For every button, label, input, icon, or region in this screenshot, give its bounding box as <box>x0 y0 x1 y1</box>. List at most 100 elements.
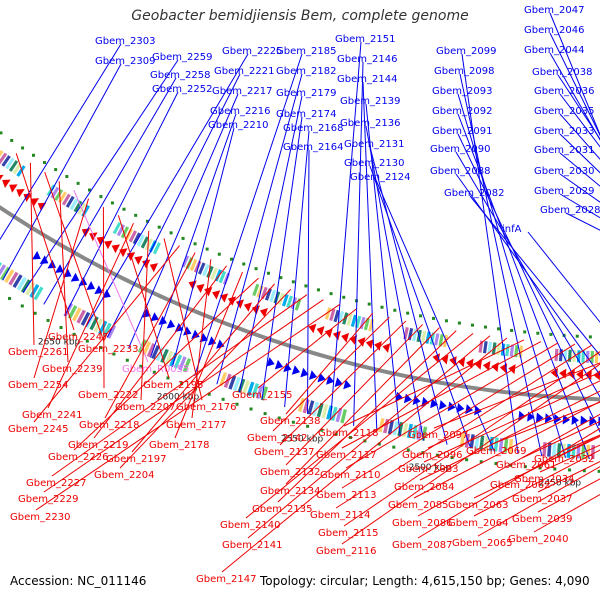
reverse-feature-track-segment <box>5 157 15 170</box>
forward-gene-label: Gbem_2179 <box>276 88 336 99</box>
reverse-strand-track-arrow <box>16 189 25 198</box>
forward-gene-label: Gbem_2082 <box>444 188 504 199</box>
forward-feature-track-segment <box>155 346 165 362</box>
reverse-feature-track-segment <box>210 267 218 280</box>
reverse-strand-track-arrow <box>259 308 268 318</box>
reverse-gene-labels: Gbem_2247 Gbem_2261 Gbem_2233 Gbem_2239 Gbem… <box>8 153 600 585</box>
outer-tick-track-dot <box>263 412 267 416</box>
outer-tick-track-dot <box>582 469 586 473</box>
outer-tick-track-dot <box>334 432 338 436</box>
forward-gene-label: Gbem_2130 <box>344 158 404 169</box>
reverse-feature-track-segment <box>0 150 4 157</box>
forward-feature-track-segment <box>0 262 3 267</box>
reverse-gene-label: Gbem_2239 <box>42 364 102 375</box>
reverse-gene-label: Gbem_2204 <box>94 470 154 481</box>
forward-feature-track-segment <box>76 309 86 324</box>
forward-gene-label: Gbem_2098 <box>434 66 494 77</box>
forward-leader-line <box>128 93 239 348</box>
reverse-gene-label: Gbem_2097 <box>408 430 468 441</box>
reverse-gene-label: Gbem_2207 <box>115 402 175 413</box>
inner-tick-track-dot <box>99 195 103 199</box>
reverse-strand-track-arrow <box>111 244 121 254</box>
reverse-leader-line <box>491 401 600 445</box>
outer-tick-track-dot <box>8 296 12 300</box>
reverse-feature-track-segment <box>120 226 130 239</box>
reverse-leader-line <box>423 380 600 463</box>
forward-leader-line <box>557 74 600 140</box>
forward-feature-track-segment <box>508 438 514 454</box>
forward-gene-label: Gbem_2151 <box>335 34 395 45</box>
forward-strand-track-arrow <box>70 272 80 282</box>
forward-feature-track-segment <box>4 269 15 283</box>
forward-leader-line <box>461 53 519 454</box>
reverse-leader-line <box>537 460 600 493</box>
reverse-feature-track-segment <box>337 311 345 324</box>
reverse-leader-line <box>539 444 600 473</box>
forward-gene-label: Gbem_2210 <box>208 120 268 131</box>
reverse-leader-line <box>245 332 474 519</box>
reverse-feature-track <box>0 150 599 364</box>
forward-gene-label: Gbem_2044 <box>524 45 584 56</box>
inner-tick-track-dot <box>279 276 283 280</box>
reverse-gene-label: Gbem_2219 <box>68 440 128 451</box>
outer-tick-track-dot <box>249 407 253 411</box>
reverse-strand-track-arrow <box>134 255 143 265</box>
reverse-feature-track-segment <box>412 328 418 342</box>
forward-gene-label: Gbem_2047 <box>524 5 584 16</box>
topology-label: Topology: circular; Length: 4,615,150 bp… <box>260 574 590 588</box>
forward-strand-track-arrow <box>343 379 352 390</box>
outer-tick-track-dot <box>85 339 89 343</box>
reverse-leader-line <box>221 337 508 573</box>
reverse-gene-label: Gbem_2137 <box>254 447 314 458</box>
forward-feature-track-segment <box>151 344 160 360</box>
outer-tick-track-dot <box>377 442 381 446</box>
reverse-feature-track-segment <box>407 327 414 341</box>
forward-feature-track-segment <box>340 409 348 424</box>
reverse-feature-track-segment <box>206 265 214 279</box>
forward-feature-track-segment <box>29 284 40 298</box>
reverse-feature-track-segment <box>189 258 198 272</box>
forward-gene-label: Gbem_2092 <box>432 106 492 117</box>
inner-tick-track-dot <box>393 308 397 312</box>
forward-gene-label: Gbem_2168 <box>283 123 343 134</box>
inner-tick-track <box>0 131 592 339</box>
forward-feature-track-segment <box>383 418 390 434</box>
reverse-feature-track-segment <box>342 312 349 325</box>
inner-tick-track-dot <box>329 292 333 296</box>
map-title: Geobacter bemidjiensis Bem, complete gen… <box>131 8 469 24</box>
forward-strand-track-arrow <box>55 264 64 273</box>
reverse-gene-label: Gbem_2230 <box>10 512 70 523</box>
forward-feature-track-segment <box>173 354 183 369</box>
forward-leader-line <box>0 43 122 241</box>
forward-strand-track-arrow <box>291 365 301 375</box>
reverse-gene-label: Gbem_2138 <box>260 416 320 427</box>
reverse-leader-line <box>417 427 600 539</box>
forward-gene-label: Gbem_2093 <box>432 86 492 97</box>
forward-feature-track-segment <box>67 305 78 320</box>
reverse-feature-track-segment <box>16 165 26 177</box>
reverse-gene-label: Gbem_2034 <box>514 474 574 485</box>
outer-tick-track-dot <box>207 392 211 396</box>
forward-feature-track-segment <box>551 442 557 458</box>
forward-strand-track <box>32 250 600 427</box>
forward-leader-line <box>559 133 600 174</box>
reverse-gene-label: Gbem_2132 <box>260 467 320 478</box>
reverse-leader-line <box>473 449 600 517</box>
reverse-feature-track-segment <box>218 270 227 284</box>
reverse-feature-track-segment <box>505 343 510 357</box>
outer-tick-track-dot <box>553 467 557 471</box>
forward-feature-track-segment <box>316 402 324 418</box>
forward-gene-label: Gbem_2144 <box>337 74 397 85</box>
forward-feature-track-segment <box>493 437 499 452</box>
reverse-strand-track-arrow <box>235 299 245 309</box>
forward-feature-track-segment <box>164 350 174 365</box>
inner-tick-track-dot <box>406 311 410 315</box>
forward-gene-label: Gbem_2252 <box>152 84 212 95</box>
reverse-feature-track-segment <box>144 238 153 251</box>
outer-tick-track-dot <box>320 428 324 432</box>
forward-gene-label: Gbem_2139 <box>340 96 400 107</box>
inner-tick-track-dot <box>575 334 579 338</box>
forward-feature-track-segment <box>464 433 471 448</box>
